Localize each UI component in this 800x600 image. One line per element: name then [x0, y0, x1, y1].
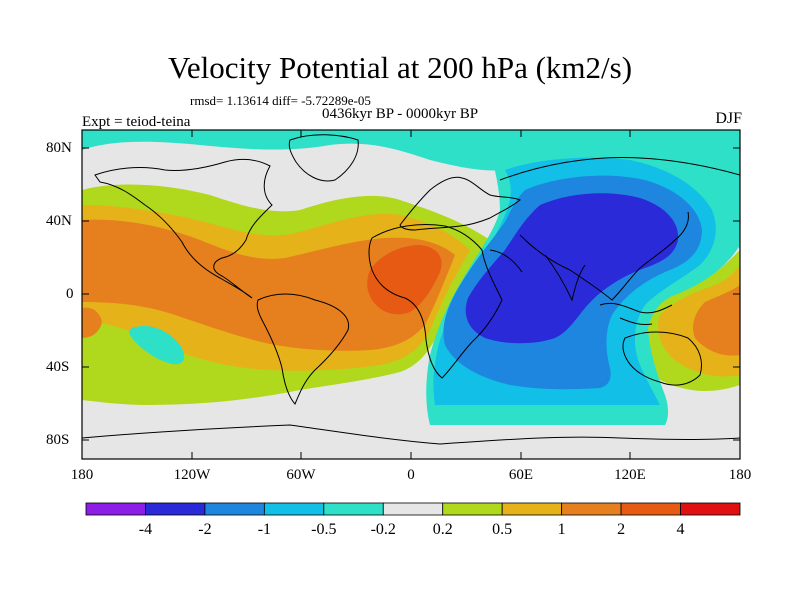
colorbar-label-0: -4: [138, 521, 153, 538]
lat-label-80s: 80S: [46, 432, 70, 448]
stats-line: rmsd= 1.13614 diff= -5.72289e-05: [190, 93, 371, 108]
cyan-spot-pacific: [129, 325, 185, 365]
colorbar-box-1: [145, 502, 206, 516]
map-title: Velocity Potential at 200 hPa (km2/s): [167, 50, 633, 85]
colorbar-label-6: 0.5: [492, 521, 513, 538]
field-contours: [82, 130, 740, 459]
colorbar-box-0: [85, 502, 146, 516]
lon-label-60e: 60E: [508, 467, 534, 483]
colorbar-box-2: [204, 502, 265, 516]
orange-spot-far-west: [82, 307, 102, 338]
colorbar-box-5: [382, 502, 444, 516]
australia-coast: [622, 331, 702, 386]
colorbar-label-2: -1: [257, 521, 272, 538]
colorbar-label-3: -0.5: [311, 521, 337, 538]
colorbar-box-9: [620, 502, 681, 516]
colorbar-box-10: [680, 502, 741, 516]
cyan-band-north: [82, 130, 740, 250]
colorbar-box-6: [442, 502, 503, 516]
colorbar-label-8: 2: [617, 521, 626, 538]
lon-label-60w: 60W: [286, 467, 316, 483]
lat-label-40s: 40S: [46, 359, 70, 375]
arabia-india-coast: [489, 249, 586, 302]
experiment-label: Expt = teiod-teina: [82, 114, 191, 130]
lon-label-120e: 120E: [614, 467, 646, 483]
asia-coast: [499, 157, 740, 301]
lon-label-180w: 180: [70, 467, 94, 483]
africa-coast: [368, 224, 503, 379]
europe-coast: [399, 176, 521, 231]
colorbar-label-1: -2: [198, 521, 212, 538]
orange-band-west: [82, 219, 455, 351]
orange-band-east: [693, 285, 740, 356]
colorbar-box-8: [561, 502, 622, 516]
colorbar-label-7: 1: [557, 521, 566, 538]
colorbar-box-7: [501, 502, 563, 516]
axis-ticks: [81, 130, 741, 459]
colorbar-label-9: 4: [676, 521, 685, 538]
lat-label-80n: 80N: [46, 140, 72, 156]
lon-label-0: 0: [407, 467, 415, 483]
lat-label-40n: 40N: [46, 213, 72, 229]
north-america-coast: [94, 158, 273, 299]
lat-label-0: 0: [66, 286, 74, 302]
coastlines: [82, 134, 740, 445]
redorange-core-africa: [367, 245, 442, 315]
darkblue-core-east: [465, 193, 679, 344]
period-label: 0436kyr BP - 0000kyr BP: [322, 106, 479, 122]
south-america-coast: [256, 293, 350, 405]
maritime-continent-coast: [599, 302, 673, 325]
colorbar-label-5: 0.2: [432, 521, 453, 538]
colorbar-label-4: -0.2: [370, 521, 396, 538]
lon-label-180e: 180: [728, 467, 752, 483]
lon-label-120w: 120W: [173, 467, 211, 483]
colorbar-box-3: [263, 502, 325, 516]
antarctica-coast: [82, 424, 740, 445]
season-label: DJF: [715, 110, 742, 127]
colorbar-box-4: [323, 502, 384, 516]
greenland-coast: [288, 134, 359, 182]
